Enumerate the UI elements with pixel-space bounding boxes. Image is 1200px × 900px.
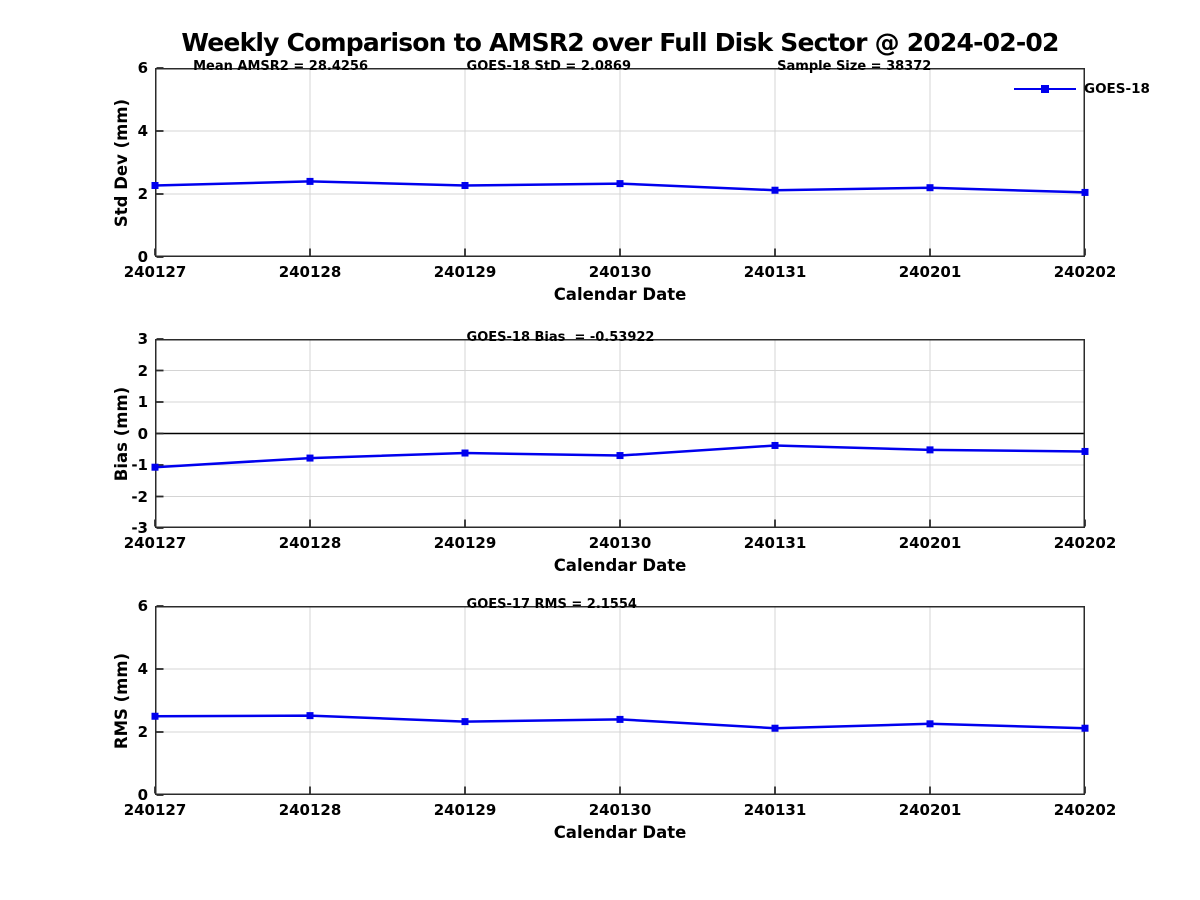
annotation: GOES-17 RMS = 2.1554 — [466, 597, 637, 612]
plot-area-rms: GOES-17 RMS = 2.1554 — [151, 597, 1089, 796]
x-tick-label: 240128 — [278, 263, 342, 281]
data-point-marker — [461, 449, 469, 457]
data-point-marker — [306, 712, 314, 720]
x-tick-label: 240131 — [743, 801, 807, 819]
x-tick-label: 240201 — [898, 534, 962, 552]
data-point-marker — [306, 454, 314, 462]
y-axis-label-std-dev: Std Dev (mm) — [111, 98, 131, 228]
plot-area-bias: GOES-18 Bias = -0.53922 — [151, 330, 1089, 529]
annotation: GOES-18 StD = 2.0869 — [466, 59, 632, 74]
y-axis-label-rms: RMS (mm) — [111, 652, 131, 750]
y-tick-label: -1 — [131, 456, 148, 474]
y-tick-label: 6 — [137, 597, 148, 615]
x-tick-label: 240131 — [743, 263, 807, 281]
x-tick-label: 240128 — [278, 534, 342, 552]
data-point-marker — [1081, 724, 1089, 732]
data-point-marker — [1081, 447, 1089, 455]
x-tick-label: 240130 — [588, 801, 652, 819]
x-axis-label: Calendar Date — [553, 823, 687, 842]
data-point-marker — [616, 452, 624, 460]
x-tick-label: 240129 — [433, 263, 497, 281]
legend-marker-icon — [1041, 84, 1049, 93]
annotation: Sample Size = 38372 — [777, 59, 932, 74]
x-tick-label: 240127 — [123, 263, 187, 281]
data-point-marker — [306, 177, 314, 185]
annotation: Mean AMSR2 = 28.4256 — [193, 59, 369, 74]
subplot-bias: Bias (mm) GOES-18 Bias = -0.53922 Calend… — [0, 330, 1200, 584]
x-tick-label: 240202 — [1053, 801, 1117, 819]
y-tick-label: 3 — [137, 330, 148, 348]
y-tick-label: -2 — [131, 487, 148, 506]
y-tick-label: 2 — [137, 723, 148, 741]
x-tick-label: 240202 — [1053, 263, 1117, 281]
x-tick-label: 240129 — [433, 801, 497, 819]
x-tick-label: 240202 — [1053, 534, 1117, 552]
annotation: GOES-18 Bias = -0.53922 — [466, 330, 655, 345]
x-axis-label: Calendar Date — [553, 556, 687, 575]
y-tick-label: 0 — [137, 424, 148, 443]
plot-area-std-dev: Mean AMSR2 = 28.4256 GOES-18 StD = 2.0869… — [151, 59, 1089, 258]
x-axis-label: Calendar Date — [553, 285, 687, 304]
x-tick-label: 240127 — [123, 801, 187, 819]
y-tick-label: 2 — [137, 361, 148, 380]
x-tick-label: 240127 — [123, 534, 187, 552]
y-tick-label: 4 — [137, 660, 148, 678]
line-chart-svg — [151, 338, 1089, 529]
x-tick-label: 240129 — [433, 534, 497, 552]
y-tick-label: 1 — [137, 393, 148, 411]
y-tick-label: 4 — [137, 122, 148, 140]
legend-label: GOES-18 — [1084, 81, 1150, 97]
y-tick-label: 2 — [137, 185, 148, 203]
data-point-marker — [926, 446, 934, 454]
data-point-marker — [926, 184, 934, 192]
subplot-rms: RMS (mm) GOES-17 RMS = 2.1554 Calendar D… — [0, 597, 1200, 851]
data-point-marker — [151, 181, 159, 189]
y-tick-label: 6 — [137, 59, 148, 77]
data-point-marker — [461, 718, 469, 726]
data-point-marker — [1081, 188, 1089, 196]
axes-frame — [155, 339, 1085, 528]
y-tick-label: 0 — [137, 248, 148, 266]
data-point-marker — [926, 720, 934, 728]
y-tick-label: -3 — [131, 519, 148, 537]
line-chart-svg — [151, 67, 1089, 258]
x-tick-label: 240201 — [898, 801, 962, 819]
data-point-marker — [616, 180, 624, 188]
x-tick-label: 240130 — [588, 534, 652, 552]
legend-line-sample — [1014, 84, 1076, 93]
x-tick-label: 240130 — [588, 263, 652, 281]
axes-frame — [155, 606, 1085, 795]
data-point-marker — [151, 712, 159, 720]
line-chart-svg — [151, 605, 1089, 796]
legend: GOES-18 — [1014, 81, 1150, 97]
x-tick-label: 240131 — [743, 534, 807, 552]
data-point-marker — [771, 186, 779, 194]
y-tick-label: 0 — [137, 786, 148, 804]
subplot-std-dev: Std Dev (mm) Mean AMSR2 = 28.4256 GOES-18… — [0, 59, 1200, 313]
data-point-marker — [616, 715, 624, 723]
data-point-marker — [771, 724, 779, 732]
x-tick-label: 240128 — [278, 801, 342, 819]
figure-title: Weekly Comparison to AMSR2 over Full Dis… — [181, 28, 1059, 57]
data-point-marker — [771, 441, 779, 449]
data-point-marker — [151, 463, 159, 471]
data-point-marker — [461, 181, 469, 189]
axes-frame — [155, 68, 1085, 257]
x-tick-label: 240201 — [898, 263, 962, 281]
